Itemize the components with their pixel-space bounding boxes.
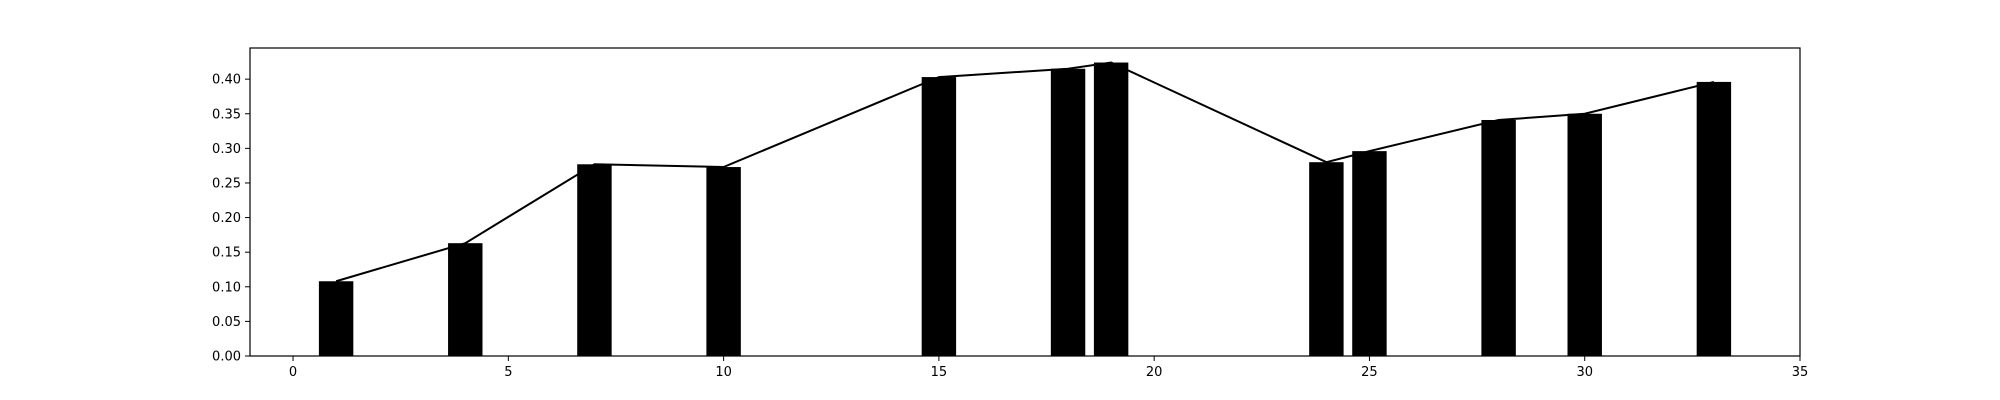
- bar-4: [921, 77, 957, 356]
- y-tick-label-0: 0.00: [212, 350, 241, 365]
- y-tick-label-1: 0.05: [212, 315, 241, 330]
- bar-8: [1352, 151, 1387, 356]
- y-tick-label-8: 0.40: [212, 73, 241, 88]
- y-tick-label-7: 0.35: [212, 107, 241, 122]
- x-tick-label-7: 35: [1792, 365, 1809, 380]
- bar-7: [1309, 162, 1344, 356]
- x-tick-label-3: 15: [931, 365, 948, 380]
- bar-10: [1567, 113, 1602, 356]
- bar-5: [1050, 68, 1086, 356]
- x-tick-label-4: 20: [1146, 365, 1163, 380]
- bar-6: [1093, 62, 1129, 356]
- x-tick-label-6: 30: [1576, 365, 1593, 380]
- bar-2: [577, 164, 612, 356]
- bars-layer: [318, 62, 1732, 356]
- x-tick-label-1: 5: [504, 365, 512, 380]
- series-line: [335, 61, 1715, 283]
- bar-11: [1696, 81, 1732, 356]
- y-tick-label-4: 0.20: [212, 211, 241, 226]
- plot-frame: [249, 47, 1801, 357]
- axes-layer: 0 5 10 15 20 25 30 35 0.00 0.05 0.10 0.15 0.20 0.25 0.…: [212, 47, 1809, 380]
- bar-1: [448, 243, 483, 356]
- bar-3: [706, 167, 741, 356]
- bar-0: [318, 281, 354, 356]
- y-tick-label-6: 0.30: [212, 142, 241, 157]
- x-tick-label-5: 25: [1361, 365, 1378, 380]
- x-tick-label-2: 10: [715, 365, 732, 380]
- x-tick-label-0: 0: [289, 365, 297, 380]
- y-tick-label-5: 0.25: [212, 176, 241, 191]
- line-layer: [335, 61, 1715, 283]
- bar-9: [1481, 119, 1516, 356]
- y-tick-label-3: 0.15: [212, 246, 241, 261]
- y-tick-label-2: 0.10: [212, 280, 241, 295]
